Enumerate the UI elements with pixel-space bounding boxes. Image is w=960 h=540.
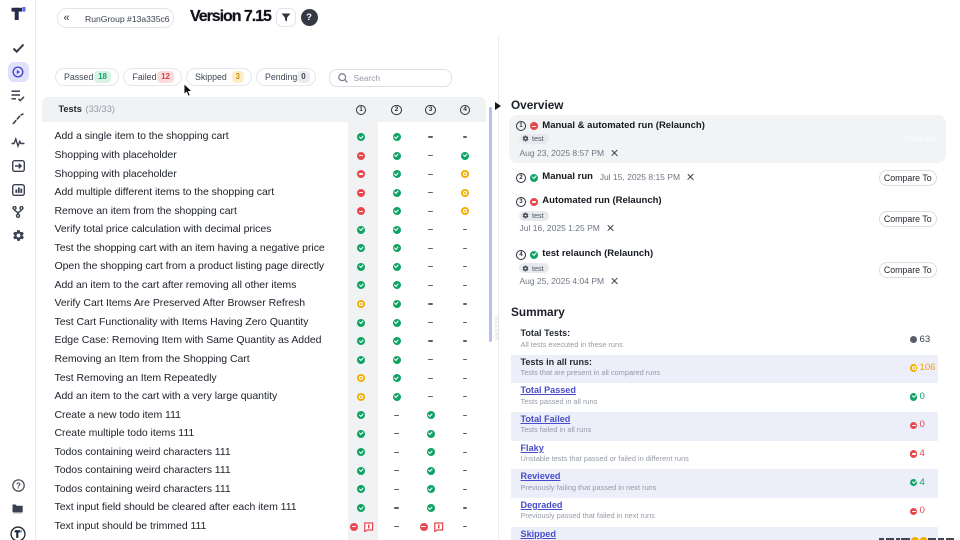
svg-text:?: ?	[16, 481, 21, 490]
